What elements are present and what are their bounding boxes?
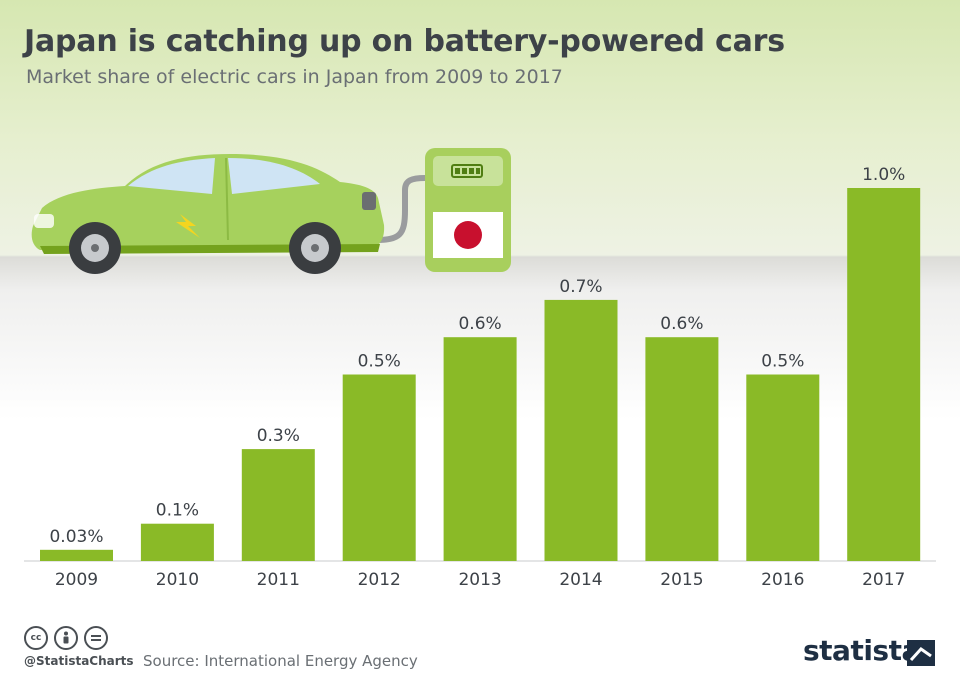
bar-chart: 0.03% 2009 0.1% 2010 0.3% 2011 0.5% 2012 0.6% 201… [24,165,936,590]
bar-2010 [140,523,214,561]
data-label-2010: 0.1% [156,501,199,521]
page-subtitle: Market share of electric cars in Japan f… [26,66,563,88]
data-label-2012: 0.5% [358,352,401,372]
car-charging-illustration [31,148,511,274]
license-icons: cc [24,626,108,650]
charging-station-icon [425,148,511,272]
x-tick-label-2013: 2013 [458,570,501,590]
x-tick-label-2016: 2016 [761,570,804,590]
japan-flag-icon [433,212,503,258]
nd-icon[interactable] [84,626,108,650]
data-label-2009: 0.03% [49,527,103,547]
data-label-2014: 0.7% [559,277,602,297]
charging-cable [374,175,426,243]
page-title: Japan is catching up on battery-powered … [24,24,785,59]
data-label-2016: 0.5% [761,352,804,372]
bar-2012 [342,374,416,561]
bar-2011 [241,449,315,561]
data-label-2017: 1.0% [862,165,905,185]
cc-icon[interactable]: cc [24,626,48,650]
twitter-handle[interactable]: @StatistaCharts [24,654,134,668]
electric-car-icon [31,154,385,274]
statista-logo[interactable]: statista [803,634,920,667]
x-tick-label-2014: 2014 [559,570,602,590]
x-tick-label-2010: 2010 [156,570,199,590]
x-tick-label-2011: 2011 [257,570,300,590]
data-label-2011: 0.3% [257,426,300,446]
x-tick-label-2012: 2012 [358,570,401,590]
bar-2017 [847,188,921,561]
by-icon[interactable] [54,626,78,650]
x-tick-label-2009: 2009 [55,570,98,590]
x-tick-label-2017: 2017 [862,570,905,590]
data-label-2015: 0.6% [660,314,703,334]
data-label-2013: 0.6% [458,314,501,334]
bar-2015 [645,337,719,561]
bar-2014 [544,299,618,561]
bar-2016 [746,374,820,561]
source-note: Source: International Energy Agency [143,652,418,670]
bar-2009 [40,549,113,561]
x-tick-label-2015: 2015 [660,570,703,590]
statista-logo-icon [907,640,935,666]
bar-2013 [443,337,517,561]
